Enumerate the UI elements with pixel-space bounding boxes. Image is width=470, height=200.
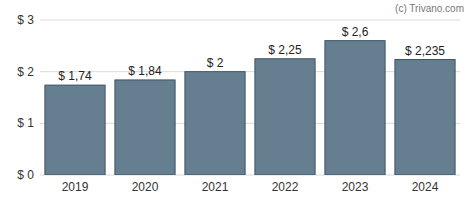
y-tick-label: $ 1 [17,116,34,130]
grid-line [40,20,460,21]
bar [395,60,455,175]
grid [40,20,460,175]
bar [115,80,175,175]
chart: $ 0 $ 1 $ 2 $ 3 $ 1,74 $ 1,84 $ 2 $ 2,25 $ 2,6 $ … [0,0,470,200]
bar [45,85,105,175]
y-tick-label: $ 3 [17,13,34,27]
bars [45,41,455,175]
chart-container: $ 0 $ 1 $ 2 $ 3 $ 1,74 $ 1,84 $ 2 $ 2,25 $ 2,6 $ … [0,0,470,200]
bar [255,59,315,175]
data-label: $ 2 [207,56,224,70]
data-label: $ 1,74 [58,69,92,83]
x-tick-label: 2021 [202,180,229,194]
x-tick-label: 2022 [272,180,299,194]
data-label: $ 2,235 [405,44,445,58]
watermark: (c) Trivano.com [395,3,464,14]
y-tick-label: $ 2 [17,65,34,79]
x-tick-label: 2023 [342,180,369,194]
x-tick-label: 2019 [62,180,89,194]
bar [325,41,385,175]
data-label: $ 2,6 [342,25,369,39]
x-tick-label: 2020 [132,180,159,194]
data-label: $ 1,84 [128,64,162,78]
x-tick-label: 2024 [412,180,439,194]
y-tick-label: $ 0 [17,168,34,182]
bar [185,72,245,175]
data-label: $ 2,25 [268,43,302,57]
